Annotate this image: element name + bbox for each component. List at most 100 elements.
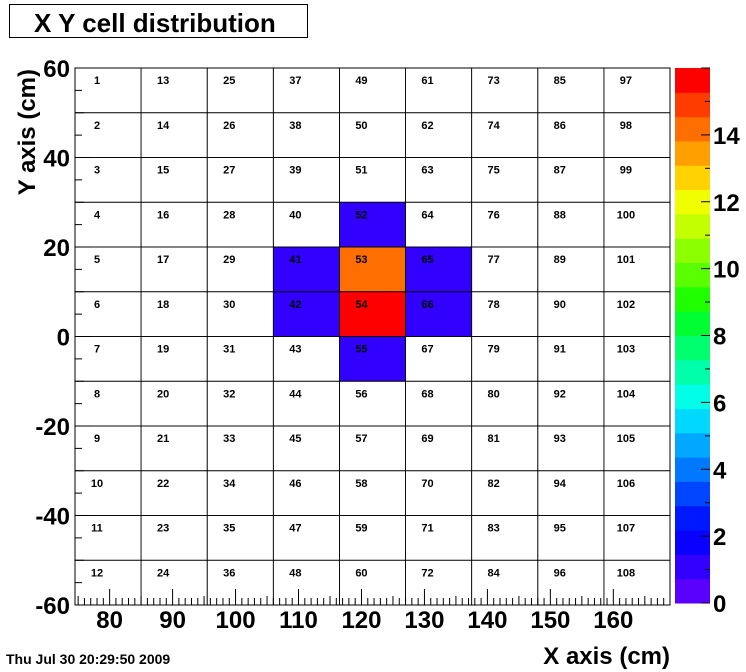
x-tick-label: 150	[530, 607, 570, 634]
color-scale-segment	[675, 432, 710, 458]
cell-number-label: 70	[421, 478, 433, 490]
cell-number-label: 43	[289, 344, 301, 356]
cell-number-label: 71	[421, 523, 433, 535]
cell-border	[206, 157, 274, 203]
cell-number-label: 19	[157, 344, 169, 356]
cell-border	[206, 515, 274, 561]
cell-border	[537, 336, 605, 382]
cell-border	[603, 336, 671, 382]
y-tick-label: 60	[43, 56, 70, 83]
cell-border	[405, 470, 473, 516]
cell-border	[206, 470, 274, 516]
cell-number-label: 95	[554, 523, 566, 535]
color-scale-segment	[675, 578, 710, 604]
cell-number-label: 26	[223, 120, 235, 132]
cell-border	[206, 380, 274, 427]
cell-border	[603, 470, 671, 516]
heatmap-cell	[339, 202, 406, 247]
y-axis-label: Y axis (cm)	[14, 69, 41, 195]
cell-number-label: 38	[289, 120, 301, 132]
cell-number-label: 35	[223, 523, 235, 535]
heatmap-cell	[273, 247, 340, 292]
cell-number-label: 41	[289, 254, 301, 266]
cell-border	[603, 425, 671, 472]
y-tick-label: -40	[35, 504, 70, 531]
cell-border	[140, 336, 208, 382]
color-scale-segment	[675, 311, 710, 336]
cell-border	[603, 380, 671, 427]
cell-border	[272, 380, 340, 427]
cell-border	[206, 425, 274, 472]
cell-border	[206, 201, 274, 248]
cell-border	[339, 470, 406, 516]
cell-border	[405, 67, 473, 114]
cell-number-label: 107	[617, 523, 635, 535]
cell-number-label: 82	[488, 478, 500, 490]
color-scale-segment	[675, 359, 710, 385]
cell-number-label: 42	[289, 299, 301, 311]
cell-number-label: 4	[94, 209, 101, 221]
cell-number-label: 36	[223, 567, 235, 579]
cell-border	[537, 425, 605, 472]
cell-border	[140, 380, 208, 427]
cell-border	[206, 112, 274, 158]
color-scale-segment	[675, 165, 710, 191]
cell-border	[272, 112, 340, 158]
cell-border	[537, 157, 605, 203]
cell-border	[339, 157, 406, 203]
cell-border	[272, 157, 340, 203]
cell-number-label: 106	[617, 478, 635, 490]
y-tick-labels: 60 40 20 0 -20 -40 -60	[35, 56, 70, 620]
cell-border	[140, 425, 208, 472]
cell-number-label: 63	[421, 165, 433, 177]
cell-border	[140, 201, 208, 248]
cell-border	[140, 112, 208, 158]
cell-number-label: 32	[223, 388, 235, 400]
cell-number-label: 17	[157, 254, 169, 266]
heatmap-cell	[339, 291, 406, 337]
cell-number-label: 20	[157, 388, 169, 400]
chart-title: X Y cell distribution	[34, 8, 276, 38]
cell-border	[405, 515, 473, 561]
cell-number-label: 23	[157, 523, 169, 535]
color-scale-label: 12	[713, 190, 740, 217]
cell-number-label: 97	[620, 75, 632, 87]
cell-number-label: 73	[488, 75, 500, 87]
cell-border	[405, 112, 473, 158]
x-tick-label: 160	[593, 607, 633, 634]
cell-border	[339, 515, 406, 561]
cell-layer	[273, 202, 472, 382]
cell-border	[74, 291, 142, 337]
cell-number-label: 6	[94, 299, 100, 311]
cell-border	[74, 336, 142, 382]
cell-border	[471, 291, 539, 337]
cell-number-label: 18	[157, 299, 169, 311]
cell-number-label: 103	[617, 344, 635, 356]
cell-border	[405, 157, 473, 203]
cell-border	[405, 336, 473, 382]
cell-number-label: 5	[94, 254, 100, 266]
color-scale-segment	[675, 554, 710, 580]
cell-number-label: 22	[157, 478, 169, 490]
cell-number-label: 65	[421, 254, 433, 266]
cell-border	[471, 470, 539, 516]
cell-number-label: 80	[488, 388, 500, 400]
color-scale-labels: 0 2 4 6 8 10 12 14	[713, 123, 740, 618]
cell-border	[603, 291, 671, 337]
cell-number-layer: 1 13 25 37 49 61 73 85 972 14 26 38 50 62 74 86 983 15 27 3…	[91, 75, 636, 579]
heatmap-cell	[273, 291, 340, 337]
cell-number-label: 16	[157, 209, 169, 221]
cell-border	[537, 112, 605, 158]
heatmap-cell	[405, 291, 472, 337]
cell-number-label: 21	[157, 433, 169, 445]
color-scale-segment	[675, 530, 710, 555]
color-scale-label: 4	[713, 457, 727, 484]
cell-number-label: 87	[554, 165, 566, 177]
cell-number-label: 34	[223, 478, 236, 490]
cell-number-label: 55	[355, 344, 367, 356]
x-tick-label: 80	[96, 607, 123, 634]
x-tick-labels: 80 90 100 110 120 130 140 150 160	[96, 607, 633, 634]
cell-border	[339, 380, 406, 427]
cell-number-label: 3	[94, 165, 100, 177]
